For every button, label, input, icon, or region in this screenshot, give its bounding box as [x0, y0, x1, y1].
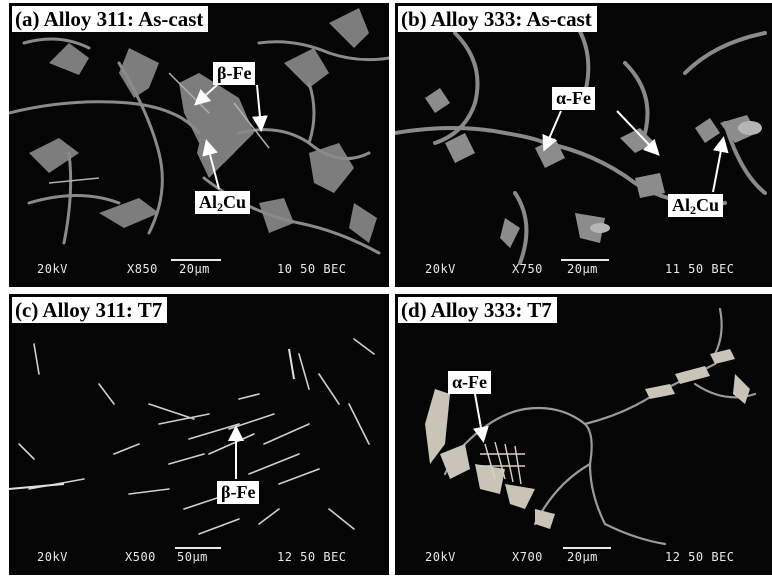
panel-c-voltage: 20kV	[37, 550, 68, 564]
panel-d-micrograph: (d) Alloy 333: T7 α-Fe 20kV X700 20µm 12…	[395, 294, 772, 575]
panel-d-magnification: X700	[512, 550, 543, 564]
panel-a-title: (a) Alloy 311: As-cast	[12, 6, 209, 32]
panel-a-voltage: 20kV	[37, 262, 68, 276]
panel-a-scale: 20µm	[179, 262, 210, 276]
panel-b-title: (b) Alloy 333: As-cast	[398, 6, 597, 32]
panel-d-title: (d) Alloy 333: T7	[398, 297, 557, 323]
panel-b-voltage: 20kV	[425, 262, 456, 276]
panel-d-alpha-fe-label: α-Fe	[448, 371, 492, 394]
panel-b-microstructure	[395, 21, 767, 265]
panel-b-al2cu-label: Al2Cu	[668, 194, 724, 217]
panel-c-beta-fe-label: β-Fe	[217, 481, 260, 504]
panel-a-scalebar	[171, 259, 221, 261]
panel-b-alpha-fe-label: α-Fe	[552, 87, 596, 110]
panel-b-magnification: X750	[512, 262, 543, 276]
panel-b-code: 11 50 BEC	[665, 262, 735, 276]
panel-c-code: 12 50 BEC	[277, 550, 347, 564]
panel-b-scalebar	[561, 259, 609, 261]
panel-a-code: 10 50 BEC	[277, 262, 347, 276]
panel-a-magnification: X850	[127, 262, 158, 276]
panel-b-micrograph: (b) Alloy 333: As-cast α-Fe Al2Cu 20kV X…	[395, 3, 772, 287]
panel-a-beta-fe-label: β-Fe	[213, 62, 256, 85]
panel-a-microstructure	[9, 8, 389, 255]
panel-c-title: (c) Alloy 311: T7	[12, 297, 168, 323]
panel-a-al2cu-label: Al2Cu	[195, 191, 251, 214]
panel-c-scale: 50µm	[177, 550, 208, 564]
panel-b-scale: 20µm	[567, 262, 598, 276]
panel-c-microstructure	[9, 338, 375, 535]
panel-c-micrograph: (c) Alloy 311: T7 β-Fe 20kV X500 50µm 12…	[9, 294, 389, 575]
panel-a-micrograph: (a) Alloy 311: As-cast β-Fe Al2Cu 20kV X…	[9, 3, 389, 287]
panel-d-scalebar	[563, 547, 611, 549]
panel-d-scale: 20µm	[567, 550, 598, 564]
panel-d-code: 12 50 BEC	[665, 550, 735, 564]
panel-d-voltage: 20kV	[425, 550, 456, 564]
panel-d-microstructure	[425, 307, 757, 546]
panel-c-magnification: X500	[125, 550, 156, 564]
panel-c-scalebar	[175, 547, 221, 549]
